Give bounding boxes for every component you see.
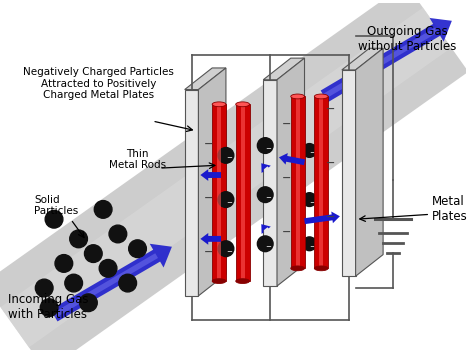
Circle shape (45, 210, 63, 228)
Polygon shape (185, 90, 199, 296)
Polygon shape (356, 48, 383, 276)
Circle shape (218, 192, 234, 208)
Text: −: − (265, 145, 271, 151)
Text: −: − (310, 199, 315, 205)
Text: −: − (282, 173, 292, 183)
Text: Outgoing Gas
without Particles: Outgoing Gas without Particles (358, 25, 457, 53)
Polygon shape (277, 58, 304, 286)
Text: −: − (265, 195, 271, 201)
Polygon shape (263, 80, 277, 286)
Bar (236, 104, 249, 281)
Text: −: − (282, 119, 292, 129)
Bar (212, 104, 226, 281)
Polygon shape (320, 18, 452, 102)
Polygon shape (0, 8, 451, 347)
Text: −: − (325, 158, 335, 168)
Text: +: + (361, 213, 371, 226)
Circle shape (302, 144, 316, 157)
Polygon shape (304, 211, 340, 224)
Circle shape (55, 255, 73, 272)
Bar (241, 104, 245, 281)
Circle shape (65, 274, 82, 292)
Bar (291, 96, 304, 268)
Bar (314, 96, 328, 268)
Ellipse shape (212, 102, 226, 107)
Text: −: − (203, 247, 213, 257)
Polygon shape (323, 28, 438, 99)
Ellipse shape (291, 94, 304, 99)
Circle shape (40, 299, 58, 317)
Ellipse shape (314, 94, 328, 99)
Circle shape (80, 294, 97, 312)
Circle shape (94, 201, 112, 218)
Text: −: − (226, 249, 232, 255)
Polygon shape (201, 233, 221, 245)
Circle shape (119, 274, 137, 292)
Text: Solid
Particles: Solid Particles (35, 195, 79, 216)
Polygon shape (51, 244, 172, 322)
Ellipse shape (212, 279, 226, 283)
Polygon shape (342, 70, 356, 276)
Text: −: − (282, 227, 292, 237)
Text: −: − (325, 104, 335, 114)
Text: −: − (226, 199, 232, 205)
Text: Thin
Metal Rods: Thin Metal Rods (109, 149, 166, 170)
Text: Incoming Gas
with Particles: Incoming Gas with Particles (8, 293, 88, 321)
Polygon shape (199, 68, 226, 296)
Text: −: − (310, 244, 315, 250)
Polygon shape (185, 68, 226, 90)
Polygon shape (261, 224, 271, 234)
Circle shape (257, 236, 273, 252)
Ellipse shape (236, 102, 249, 107)
Text: −: − (325, 212, 335, 222)
Polygon shape (279, 153, 305, 165)
Polygon shape (261, 163, 271, 173)
Polygon shape (201, 169, 221, 181)
Bar (217, 104, 221, 281)
Circle shape (128, 240, 146, 258)
Polygon shape (342, 48, 383, 70)
Circle shape (302, 237, 316, 251)
Circle shape (84, 245, 102, 262)
Ellipse shape (236, 279, 249, 283)
Text: −: − (203, 193, 213, 203)
Circle shape (218, 148, 234, 163)
Circle shape (257, 138, 273, 154)
Text: −: − (310, 150, 315, 156)
Bar (296, 96, 300, 268)
Text: −: − (203, 139, 213, 149)
Ellipse shape (314, 266, 328, 271)
Text: Metal
Plates: Metal Plates (432, 196, 468, 223)
Circle shape (218, 241, 234, 257)
Circle shape (70, 230, 87, 248)
Bar (319, 96, 323, 268)
Ellipse shape (291, 266, 304, 271)
Circle shape (99, 259, 117, 277)
Circle shape (109, 225, 127, 243)
Text: −: − (226, 155, 232, 161)
Text: −: − (265, 244, 271, 250)
Text: Negatively Charged Particles
Attracted to Positively
Charged Metal Plates: Negatively Charged Particles Attracted t… (23, 67, 173, 100)
Circle shape (257, 187, 273, 203)
Circle shape (36, 279, 53, 297)
Polygon shape (263, 58, 304, 80)
Polygon shape (53, 253, 158, 318)
Circle shape (302, 193, 316, 207)
